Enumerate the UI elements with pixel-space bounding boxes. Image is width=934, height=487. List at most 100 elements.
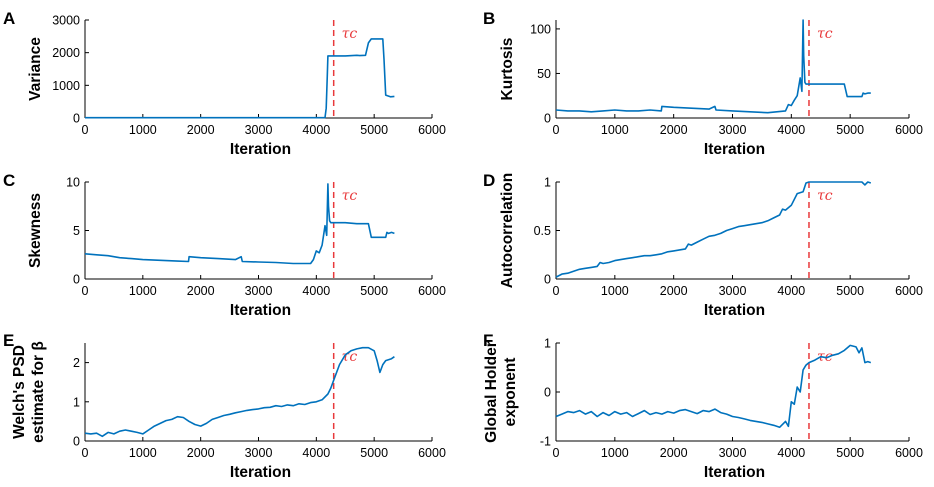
chart-panel-c: C 0 1000 2000 3000 4000 5000 6000 0 5 10 Iteration S…: [3, 171, 446, 319]
y-tick-label: -1: [540, 435, 551, 449]
x-tick-label: 6000: [418, 446, 446, 460]
x-tick-label: 4000: [302, 446, 330, 460]
x-tick-label: 1000: [601, 284, 629, 298]
x-tick-label: 5000: [836, 284, 864, 298]
y-axis-title: Skewness: [27, 193, 44, 268]
x-axis-title: Iteration: [230, 302, 291, 319]
x-tick-label: 5000: [360, 446, 388, 460]
x-tick-label: 3000: [245, 123, 273, 137]
threshold-label: τc: [342, 349, 358, 365]
series-line: [555, 344, 872, 429]
chart-panel-b: B 0 1000 2000 3000 4000 5000 6000 0 50 100 Iteratio…: [483, 9, 923, 158]
series-line: [84, 346, 395, 438]
y-tick-label: 0.5: [534, 224, 551, 238]
y-axis-title: Welch's PSD estimate for β: [11, 341, 47, 443]
threshold-label: τc: [342, 26, 358, 42]
x-tick-label: 2000: [187, 446, 215, 460]
y-tick-label: 0: [544, 112, 551, 126]
chart-panel-f: F0 1000 2000 3000 4000 5000 6000-101IterationG…: [483, 331, 923, 481]
series-line: [84, 183, 395, 265]
x-tick-label: 0: [82, 123, 89, 137]
x-tick-label: 5000: [360, 284, 388, 298]
x-tick-label: 3000: [719, 446, 747, 460]
x-tick-label: 0: [553, 123, 560, 137]
chart-panel-a: A 0 1000 2000 3000 4000 5000 6000 0 1000 2000 3000 I…: [3, 9, 446, 158]
x-tick-label: 2000: [660, 446, 688, 460]
x-axis-title: Iteration: [230, 141, 291, 158]
y-axis-title-line: Welch's PSD: [11, 345, 28, 439]
x-axis-title: Iteration: [704, 141, 765, 158]
x-tick-label: 4000: [777, 123, 805, 137]
threshold-label: τc: [342, 188, 358, 204]
x-axis-title: Iteration: [704, 464, 765, 481]
panel-letter: F: [483, 331, 493, 350]
x-tick-label: 0: [553, 446, 560, 460]
y-tick-label: 1: [544, 337, 551, 351]
chart-panel-d: D 0 1000 2000 3000 4000 5000 6000 0 0.5 1 Iteration…: [483, 171, 923, 319]
series-line: [85, 38, 395, 119]
y-tick-label: 1000: [52, 79, 80, 93]
x-tick-label: 5000: [836, 446, 864, 460]
x-axis-title: Iteration: [230, 464, 291, 481]
x-tick-label: 6000: [895, 123, 923, 137]
x-tick-label: 4000: [302, 123, 330, 137]
y-tick-label: 0: [544, 273, 551, 287]
y-tick-label: 1: [73, 395, 80, 409]
x-tick-label: 6000: [418, 123, 446, 137]
y-tick-label: 100: [530, 22, 551, 36]
x-tick-label: 1000: [601, 123, 629, 137]
y-tick-label: 50: [537, 67, 551, 81]
x-tick-label: 1000: [129, 446, 157, 460]
y-tick-label: 0: [544, 386, 551, 400]
x-axis-title: Iteration: [704, 302, 765, 319]
x-tick-label: 4000: [302, 284, 330, 298]
x-tick-label: 5000: [836, 123, 864, 137]
y-tick-label: 10: [66, 176, 80, 190]
y-axis-title-line: Global Holder: [483, 341, 500, 443]
x-tick-label: 1000: [601, 446, 629, 460]
y-tick-label: 2: [73, 356, 80, 370]
x-tick-label: 2000: [660, 123, 688, 137]
x-tick-label: 4000: [777, 446, 805, 460]
x-tick-label: 1000: [129, 123, 157, 137]
panel-letter: C: [3, 171, 15, 190]
y-axis-title-line: estimate for β: [30, 341, 47, 443]
x-tick-label: 0: [82, 284, 89, 298]
y-axis-title: Variance: [27, 37, 44, 101]
x-tick-label: 3000: [245, 446, 273, 460]
panel-letter: B: [483, 9, 495, 28]
x-tick-label: 2000: [187, 284, 215, 298]
y-axis-title: Global Holder exponent: [483, 341, 519, 443]
y-axis-title: Autocorrelation: [499, 173, 516, 288]
series-line: [555, 181, 872, 278]
x-tick-label: 0: [82, 446, 89, 460]
panel-letter: E: [3, 331, 14, 350]
x-tick-label: 4000: [777, 284, 805, 298]
y-tick-label: 0: [73, 273, 80, 287]
panel-letter: A: [3, 9, 15, 28]
x-tick-label: 2000: [660, 284, 688, 298]
x-tick-label: 3000: [719, 123, 747, 137]
y-tick-label: 0: [73, 435, 80, 449]
x-tick-label: 6000: [895, 284, 923, 298]
y-axis-title-line: exponent: [502, 358, 519, 427]
y-tick-label: 3000: [52, 14, 80, 28]
x-tick-label: 6000: [895, 446, 923, 460]
x-tick-label: 0: [553, 284, 560, 298]
x-tick-label: 5000: [360, 123, 388, 137]
chart-panel-e: E 0 1000 2000 3000 4000 5000 6000 0 1 2 Iteration We…: [3, 331, 446, 481]
panel-letter: D: [483, 171, 495, 190]
y-axis-title: Kurtosis: [499, 38, 516, 101]
x-tick-label: 1000: [129, 284, 157, 298]
y-tick-label: 0: [73, 112, 80, 126]
threshold-label: τc: [817, 26, 833, 42]
y-tick-label: 5: [73, 224, 80, 238]
x-tick-label: 6000: [418, 284, 446, 298]
series-line: [555, 19, 871, 114]
x-tick-label: 2000: [187, 123, 215, 137]
x-tick-label: 3000: [245, 284, 273, 298]
x-tick-label: 3000: [719, 284, 747, 298]
y-tick-label: 1: [544, 176, 551, 190]
threshold-label: τc: [817, 188, 833, 204]
